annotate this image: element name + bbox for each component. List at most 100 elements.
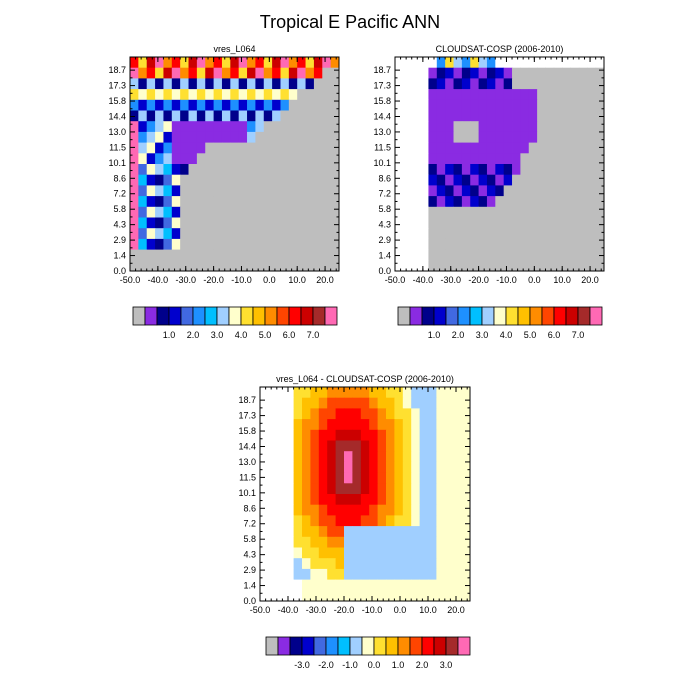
heatmap-cell xyxy=(553,57,563,69)
heatmap-cell xyxy=(330,142,340,154)
heatmap-cell xyxy=(578,142,588,154)
heatmap-cell xyxy=(344,397,353,409)
y-tick-label: 1.4 xyxy=(243,581,256,591)
heatmap-cell xyxy=(305,228,315,240)
heatmap-cell xyxy=(436,131,446,143)
heatmap-cell xyxy=(394,429,404,441)
heatmap-cell xyxy=(394,526,404,538)
heatmap-cell xyxy=(280,238,290,250)
heatmap-cell xyxy=(503,196,513,208)
heatmap-cell xyxy=(205,174,214,186)
heatmap-cell xyxy=(445,142,454,154)
heatmap-cell xyxy=(428,387,437,399)
heatmap-cell xyxy=(411,153,421,165)
heatmap-cell xyxy=(587,142,597,154)
heatmap-cell xyxy=(221,238,231,250)
heatmap-cell xyxy=(453,89,463,101)
heatmap-cell xyxy=(428,238,438,250)
heatmap-cell xyxy=(188,185,198,197)
heatmap-cell xyxy=(230,174,240,186)
heatmap-cell xyxy=(230,196,240,208)
heatmap-cell xyxy=(230,67,240,79)
heatmap-cell xyxy=(272,174,281,186)
heatmap-cell xyxy=(313,57,323,69)
heatmap-cell xyxy=(196,89,206,101)
heatmap-cell xyxy=(470,196,479,208)
heatmap-cell xyxy=(420,57,429,69)
colorbar-label: 5.0 xyxy=(524,330,537,340)
heatmap-cell xyxy=(276,590,286,602)
heatmap-cell xyxy=(445,217,454,229)
heatmap-cell xyxy=(146,78,156,90)
heatmap-cell xyxy=(470,260,479,272)
heatmap-cell xyxy=(486,153,496,165)
heatmap-cell xyxy=(562,196,571,208)
heatmap-cell xyxy=(260,504,269,516)
colorbar-swatch xyxy=(132,306,146,326)
heatmap-cell xyxy=(130,78,139,90)
heatmap-cell xyxy=(419,451,429,463)
heatmap-cell xyxy=(280,110,290,122)
heatmap-cell xyxy=(461,153,471,165)
heatmap-cell xyxy=(146,174,156,186)
heatmap-cell xyxy=(302,558,311,570)
heatmap-cell xyxy=(305,78,315,90)
colorbar-label: 1.0 xyxy=(163,330,176,340)
heatmap-cell xyxy=(268,547,278,559)
heatmap-cell xyxy=(445,174,454,186)
heatmap-cell xyxy=(313,153,323,165)
colorbar-swatch xyxy=(565,306,579,326)
heatmap-cell xyxy=(386,461,395,473)
heatmap-cell xyxy=(180,153,189,165)
heatmap-cell xyxy=(411,558,420,570)
heatmap-cell xyxy=(395,217,404,229)
heatmap-cell xyxy=(486,174,496,186)
x-tick-label: -20.0 xyxy=(334,605,355,615)
heatmap-cell xyxy=(302,472,311,484)
heatmap-cell xyxy=(444,536,454,548)
heatmap-cell xyxy=(411,483,420,495)
heatmap-cell xyxy=(302,461,311,473)
heatmap-cell xyxy=(288,206,298,218)
heatmap-cell xyxy=(545,164,555,176)
heatmap-cell xyxy=(486,238,496,250)
heatmap-cell xyxy=(545,67,555,79)
heatmap-cell xyxy=(495,217,505,229)
heatmap-cell xyxy=(478,238,488,250)
heatmap-cell xyxy=(280,121,290,133)
heatmap-cell xyxy=(562,185,571,197)
heatmap-cell xyxy=(130,57,139,69)
heatmap-cell xyxy=(461,174,471,186)
heatmap-cell xyxy=(436,110,446,122)
heatmap-cell xyxy=(394,568,404,580)
heatmap-cell xyxy=(537,238,546,250)
heatmap-cell xyxy=(520,206,530,218)
heatmap-cell xyxy=(428,57,438,69)
heatmap-cell xyxy=(318,408,328,420)
heatmap-cell xyxy=(155,260,164,272)
heatmap-cell xyxy=(330,238,340,250)
heatmap-cell xyxy=(461,99,471,111)
colorbar-swatch xyxy=(264,306,278,326)
heatmap-cell xyxy=(263,185,273,197)
heatmap-cell xyxy=(305,217,315,229)
heatmap-cell xyxy=(545,110,555,122)
heatmap-cell xyxy=(163,121,173,133)
y-tick-label: 11.5 xyxy=(239,472,256,482)
heatmap-cell xyxy=(280,249,290,261)
heatmap-cell xyxy=(230,142,240,154)
heatmap-cell xyxy=(394,558,404,570)
heatmap-cell xyxy=(562,217,571,229)
heatmap-cell xyxy=(276,504,286,516)
heatmap-cell xyxy=(335,483,345,495)
heatmap-cell xyxy=(297,99,306,111)
heatmap-cell xyxy=(327,536,336,548)
heatmap-cell xyxy=(285,408,294,420)
colorbar-label: 3.0 xyxy=(440,660,453,670)
colorbar-swatch xyxy=(168,306,182,326)
heatmap-cell xyxy=(335,387,345,399)
heatmap-cell xyxy=(230,153,240,165)
heatmap-cell xyxy=(255,67,265,79)
heatmap-cell xyxy=(386,472,395,484)
heatmap-cell xyxy=(288,185,298,197)
